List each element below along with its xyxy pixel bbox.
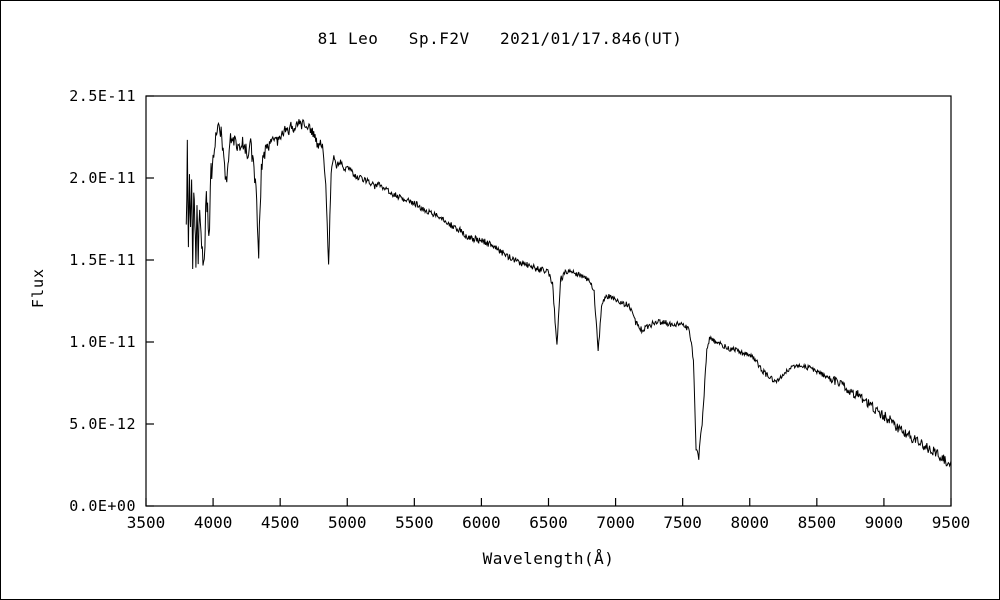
chart-title: 81 Leo Sp.F2V 2021/01/17.846(UT) (317, 29, 683, 48)
x-tick-label: 3500 (127, 513, 166, 532)
y-tick-label: 1.5E-11 (69, 251, 136, 269)
x-tick-label: 5000 (328, 513, 367, 532)
x-tick-label: 8500 (798, 513, 837, 532)
x-tick-label: 4500 (261, 513, 300, 532)
flux-axis-label: Flux (29, 267, 47, 309)
x-tick-label: 6500 (529, 513, 568, 532)
x-tick-label: 8000 (730, 513, 769, 532)
x-tick-label: 5500 (395, 513, 434, 532)
x-tick-label: 9500 (932, 513, 971, 532)
x-tick-label: 6000 (462, 513, 501, 532)
x-tick-label: 7000 (596, 513, 635, 532)
y-tick-label: 0.0E+00 (69, 497, 136, 515)
y-tick-label: 1.0E-11 (69, 333, 136, 351)
wavelength-axis-label: Wavelength(Å) (482, 549, 615, 568)
x-tick-label: 7500 (663, 513, 702, 532)
y-tick-label: 2.5E-11 (69, 87, 136, 105)
y-tick-label: 2.0E-11 (69, 169, 136, 187)
x-tick-label: 9000 (865, 513, 904, 532)
spectrum-line (185, 118, 952, 468)
y-tick-label: 5.0E-12 (69, 415, 136, 433)
x-tick-label: 4000 (194, 513, 233, 532)
plot-frame (145, 95, 952, 507)
